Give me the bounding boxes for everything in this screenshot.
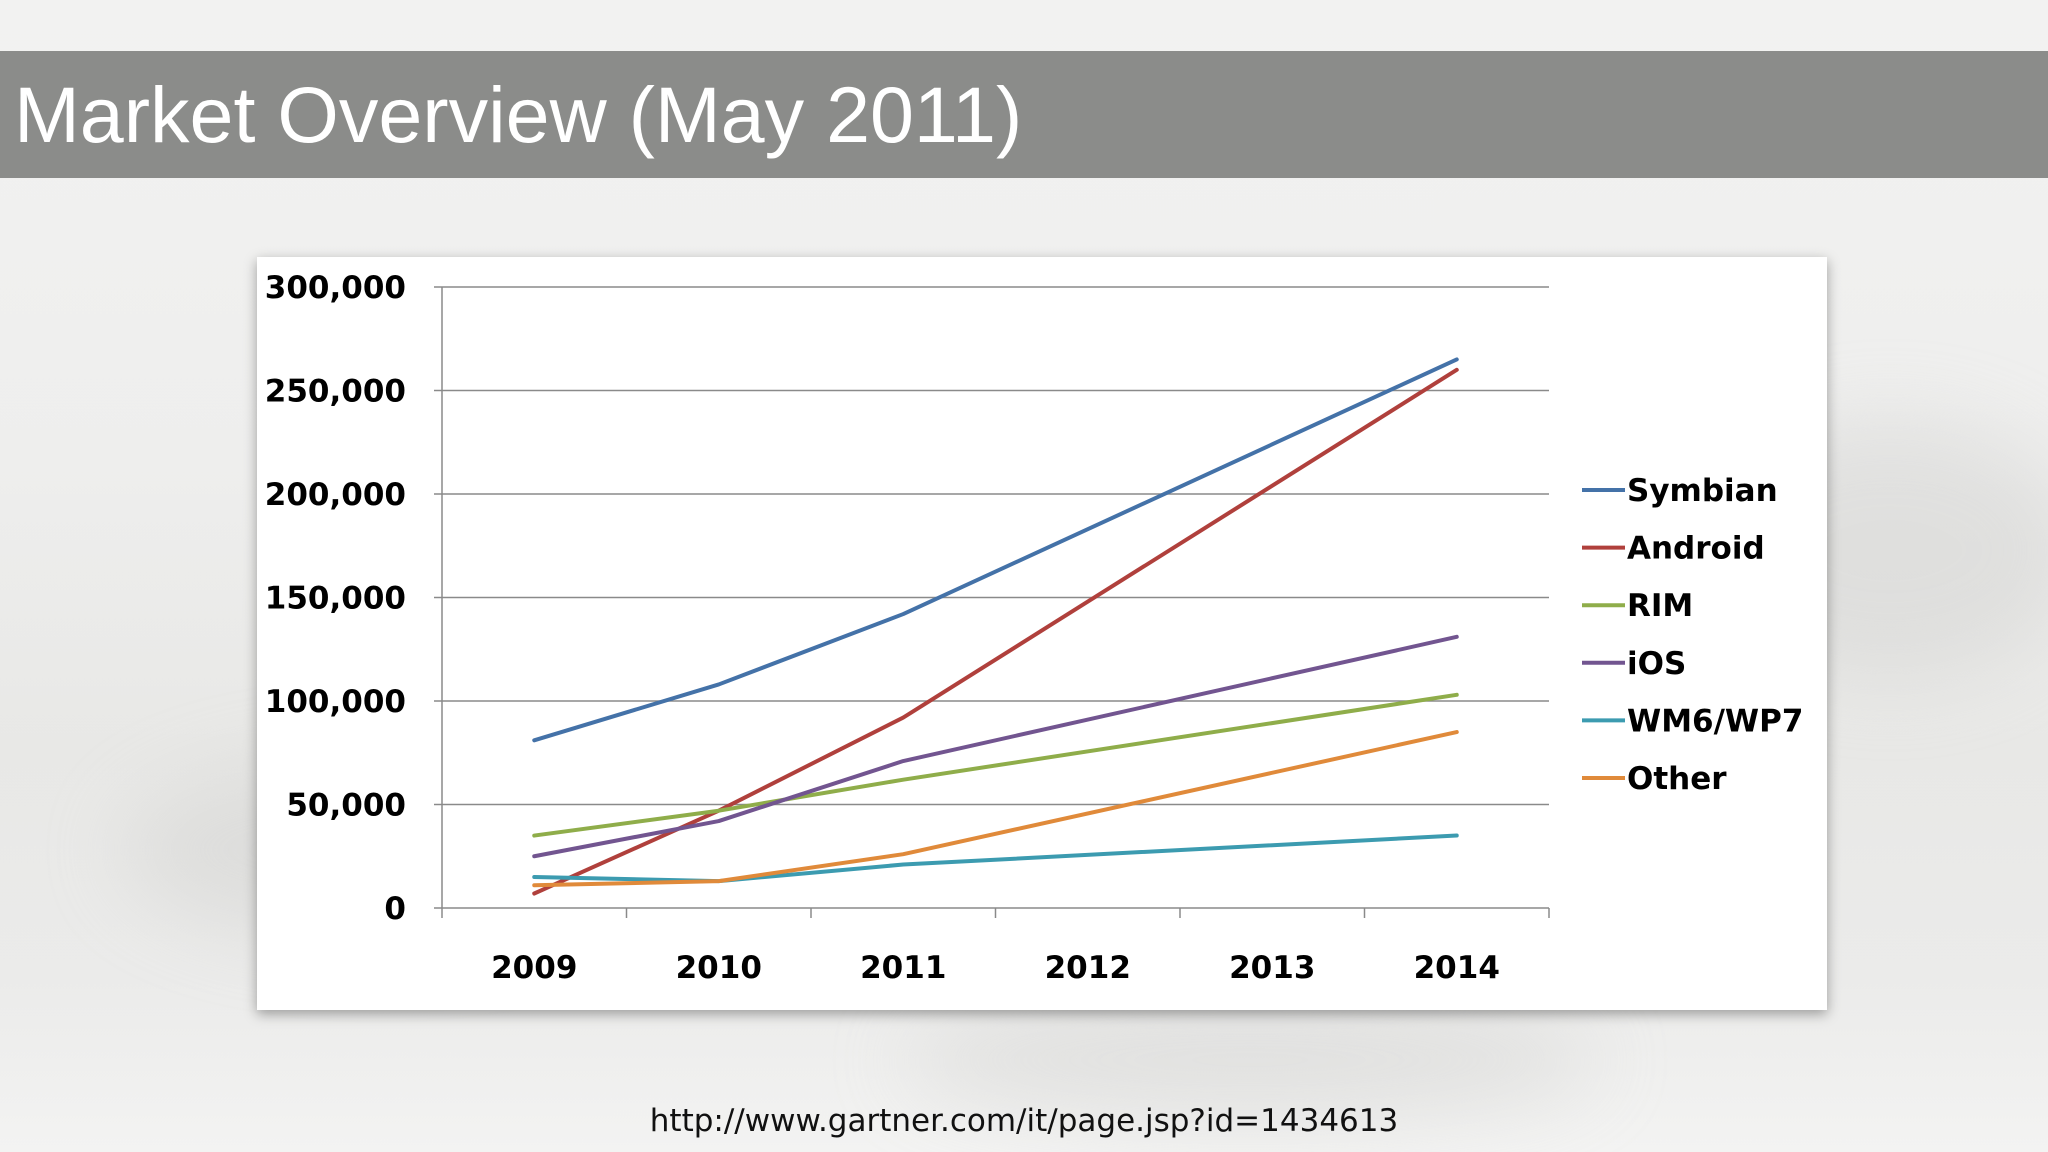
x-tick-label: 2013 xyxy=(1229,950,1315,986)
y-tick-label: 250,000 xyxy=(265,374,406,410)
y-tick-label: 50,000 xyxy=(286,788,406,824)
x-tick-label: 2010 xyxy=(676,950,762,986)
series-line-ios xyxy=(532,634,1459,859)
title-bar: Market Overview (May 2011) xyxy=(0,51,2048,178)
chart-svg: 0 50,000 100,000 150,000 200,000 250,000 300,0… xyxy=(265,270,1804,986)
x-tick-label: 2009 xyxy=(491,950,577,986)
series-line-android xyxy=(532,367,1459,896)
series-line-rim xyxy=(532,692,1459,838)
legend-label: Other xyxy=(1627,761,1727,797)
series-line-wm6-wp7 xyxy=(532,833,1459,884)
legend-label: Symbian xyxy=(1627,473,1778,509)
legend-label: WM6/WP7 xyxy=(1627,703,1803,739)
y-tick-label: 100,000 xyxy=(265,684,406,720)
legend-label: Android xyxy=(1627,531,1765,567)
x-tick-label: 2011 xyxy=(860,950,946,986)
y-tick-label: 0 xyxy=(384,891,406,927)
line-chart: 0 50,000 100,000 150,000 200,000 250,000 300,0… xyxy=(257,257,1827,1010)
y-tick-label: 200,000 xyxy=(265,477,406,513)
series-line-symbian xyxy=(532,357,1459,743)
legend-label: iOS xyxy=(1627,646,1686,682)
source-url[interactable]: http://www.gartner.com/it/page.jsp?id=14… xyxy=(649,1103,1399,1139)
y-tick-label: 300,000 xyxy=(265,270,406,306)
x-tick-label: 2012 xyxy=(1045,950,1131,986)
legend-label: RIM xyxy=(1627,588,1693,624)
series-line-other xyxy=(532,730,1459,888)
x-tick-label: 2014 xyxy=(1414,950,1500,986)
slide-title: Market Overview (May 2011) xyxy=(14,70,1023,159)
background-blur xyxy=(900,1000,1600,1120)
y-tick-label: 150,000 xyxy=(265,581,406,617)
